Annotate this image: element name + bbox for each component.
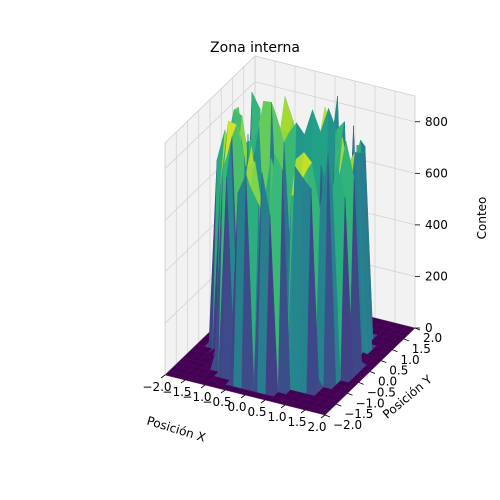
surface-face bbox=[316, 408, 330, 416]
x-tick-mark bbox=[200, 384, 206, 389]
y-tick-mark bbox=[358, 382, 364, 385]
y-tick-mark bbox=[347, 392, 353, 396]
y-tick-label: 1.0 bbox=[401, 353, 420, 367]
y-tick-mark bbox=[381, 360, 387, 363]
z-axis-label: Conteo bbox=[475, 197, 489, 240]
y-tick-label: 0.0 bbox=[378, 375, 397, 389]
x-tick-mark bbox=[280, 404, 286, 409]
y-tick-mark bbox=[392, 349, 398, 353]
x-tick-label: 0.5 bbox=[247, 405, 266, 419]
x-tick-label: 0.0 bbox=[227, 400, 246, 414]
axes-ticks: −2.0−1.5−1.0−0.50.0 0.5 1.0 1.5 2.0 −2.0−1.5−… bbox=[142, 115, 447, 434]
surface-mesh bbox=[164, 92, 416, 416]
x-tick-label: −0.5 bbox=[202, 395, 231, 409]
y-tick-label: 0.5 bbox=[389, 364, 408, 378]
y-tick-label: −1.0 bbox=[356, 396, 385, 410]
x-tick-mark bbox=[300, 409, 306, 414]
x-tick-label: 1.0 bbox=[267, 410, 286, 424]
x-tick-label: −2.0 bbox=[142, 380, 171, 394]
y-tick-mark bbox=[336, 403, 342, 407]
y-tick-label: 2.0 bbox=[423, 331, 442, 345]
gridline-side-z bbox=[164, 81, 256, 170]
chart-title: Zona interna bbox=[210, 40, 300, 56]
x-tick-mark bbox=[320, 414, 326, 419]
x-tick-label: −1.0 bbox=[182, 390, 211, 404]
y-tick-label: −0.5 bbox=[367, 385, 396, 399]
x-tick-mark bbox=[240, 394, 246, 399]
y-tick-mark bbox=[324, 414, 331, 418]
y-tick-label: 1.5 bbox=[412, 342, 431, 356]
x-tick-label: −1.5 bbox=[162, 385, 191, 399]
y-tick-label: −1.5 bbox=[344, 407, 373, 421]
x-tick-mark bbox=[260, 399, 266, 404]
x-axis-label: Posición X bbox=[145, 414, 207, 445]
x-tick-mark bbox=[180, 379, 186, 384]
y-tick-mark bbox=[403, 338, 409, 342]
z-tick-label: 600 bbox=[425, 166, 448, 180]
z-tick-label: 200 bbox=[425, 269, 448, 283]
y-tick-label: −2.0 bbox=[333, 418, 362, 432]
x-tick-mark bbox=[220, 389, 226, 394]
z-tick-label: 800 bbox=[425, 115, 448, 129]
x-tick-label: 1.5 bbox=[287, 415, 306, 429]
z-tick-label: 0 bbox=[425, 321, 433, 335]
y-tick-mark bbox=[369, 371, 376, 374]
x-tick-label: 2.0 bbox=[307, 420, 326, 434]
x-tick-mark bbox=[160, 374, 166, 379]
z-tick-label: 400 bbox=[425, 218, 448, 232]
gridline-back-z bbox=[254, 81, 416, 123]
